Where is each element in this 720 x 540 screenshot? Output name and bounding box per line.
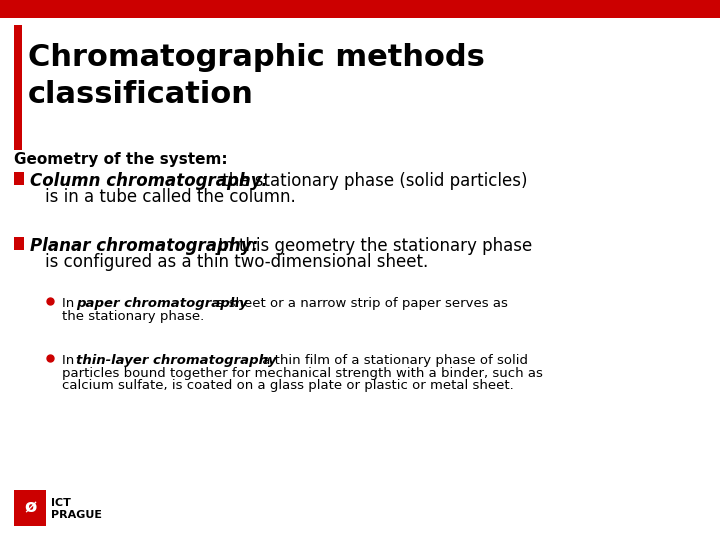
Text: is in a tube called the column.: is in a tube called the column. — [45, 188, 296, 206]
Text: calcium sulfate, is coated on a glass plate or plastic or metal sheet.: calcium sulfate, is coated on a glass pl… — [62, 379, 514, 392]
Text: In: In — [62, 354, 78, 367]
Text: Planar chromatography:: Planar chromatography: — [30, 237, 258, 255]
Text: Geometry of the system:: Geometry of the system: — [14, 152, 228, 167]
Text: ICT: ICT — [51, 498, 71, 508]
Text: thin-layer chromatography: thin-layer chromatography — [76, 354, 276, 367]
Text: the stationary phase.: the stationary phase. — [62, 310, 204, 323]
Text: In this geometry the stationary phase: In this geometry the stationary phase — [213, 237, 532, 255]
FancyBboxPatch shape — [14, 172, 24, 185]
Text: Chromatographic methods: Chromatographic methods — [28, 43, 485, 72]
Text: the stationary phase (solid particles): the stationary phase (solid particles) — [217, 172, 528, 190]
Text: a thin film of a stationary phase of solid: a thin film of a stationary phase of sol… — [258, 354, 528, 367]
FancyBboxPatch shape — [14, 490, 46, 526]
Text: In: In — [62, 297, 78, 310]
Text: is configured as a thin two-dimensional sheet.: is configured as a thin two-dimensional … — [45, 253, 428, 271]
Text: a sheet or a narrow strip of paper serves as: a sheet or a narrow strip of paper serve… — [212, 297, 508, 310]
Text: classification: classification — [28, 80, 254, 109]
Text: PRAGUE: PRAGUE — [51, 510, 102, 520]
FancyBboxPatch shape — [14, 237, 24, 250]
FancyBboxPatch shape — [14, 25, 22, 150]
Text: paper chromatography: paper chromatography — [76, 297, 248, 310]
FancyBboxPatch shape — [0, 0, 720, 18]
Text: ø: ø — [24, 498, 36, 516]
Text: Column chromatography:: Column chromatography: — [30, 172, 269, 190]
Text: particles bound together for mechanical strength with a binder, such as: particles bound together for mechanical … — [62, 367, 543, 380]
